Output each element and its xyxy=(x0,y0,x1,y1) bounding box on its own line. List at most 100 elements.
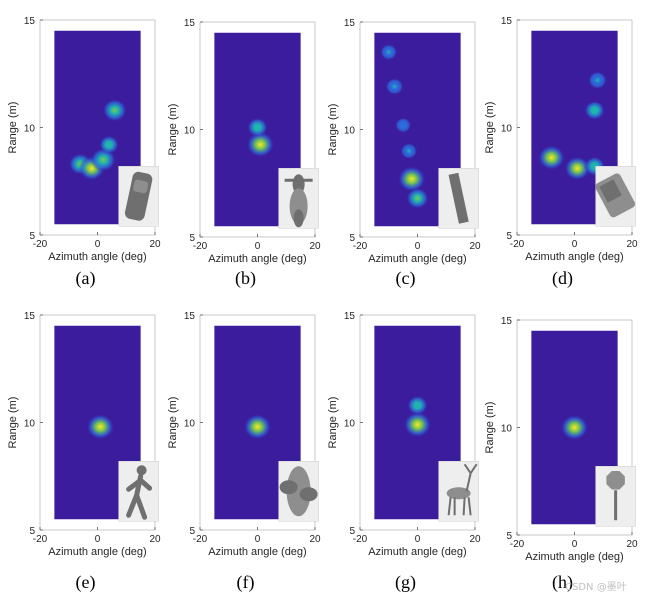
heatmap-blob xyxy=(584,100,606,121)
x-axis-label: Azimuth angle (deg) xyxy=(208,253,306,265)
y-axis-label: Range (m) xyxy=(327,397,339,449)
x-tick-label: 20 xyxy=(626,539,638,550)
y-tick-label: 10 xyxy=(24,419,36,430)
x-axis-label: Azimuth angle (deg) xyxy=(48,546,146,558)
y-tick-label: 15 xyxy=(344,311,356,322)
panel-d: -20 0 20 5 10 15 Azimuth angle (deg) Range (m) (… xyxy=(484,16,638,289)
y-tick-label: 5 xyxy=(189,526,195,537)
panel-caption: (a) xyxy=(76,268,96,289)
y-tick-label: 5 xyxy=(349,233,355,244)
y-axis-label: Range (m) xyxy=(7,102,19,154)
heatmap-blob xyxy=(403,411,432,438)
inset-photo-pole xyxy=(438,168,479,229)
y-tick-label: 10 xyxy=(344,126,356,137)
y-axis-label: Range (m) xyxy=(167,104,179,156)
panel-c: -20 0 20 5 10 15 Azimuth angle (deg) Range (m) (… xyxy=(327,18,481,289)
heatmap-blob xyxy=(102,98,127,122)
heatmap-blob xyxy=(86,413,115,440)
y-tick-label: 15 xyxy=(24,16,36,27)
x-tick-label: -20 xyxy=(353,241,368,252)
heatmap-blob xyxy=(385,77,404,96)
panel-caption: (d) xyxy=(552,268,573,289)
heatmap-blob xyxy=(406,187,429,209)
y-tick-label: 5 xyxy=(506,231,512,242)
inset-photo-truck xyxy=(595,166,636,227)
y-axis-label: Range (m) xyxy=(484,402,496,454)
panel-b: -20 0 20 5 10 15 Azimuth angle (deg) Range (m) (… xyxy=(167,18,321,289)
panel-caption: (b) xyxy=(235,268,256,289)
x-tick-label: 0 xyxy=(572,539,578,550)
panel-caption: (f) xyxy=(237,572,255,593)
x-tick-label: 20 xyxy=(149,534,161,545)
y-tick-label: 10 xyxy=(344,419,356,430)
y-tick-label: 5 xyxy=(189,233,195,244)
heatmap-blob xyxy=(246,131,275,158)
panel-caption: (h) xyxy=(552,572,573,593)
y-axis-label: Range (m) xyxy=(484,102,496,154)
x-tick-label: 20 xyxy=(309,241,321,252)
panel-g: -20 0 20 5 10 15 Azimuth angle (deg) Range (m) (… xyxy=(327,311,481,593)
x-tick-label: -20 xyxy=(33,534,48,545)
x-tick-label: 20 xyxy=(309,534,321,545)
panel-e: -20 0 20 5 10 15 Azimuth angle (deg) Range (m) (… xyxy=(7,311,161,593)
x-axis-label: Azimuth angle (deg) xyxy=(525,251,623,263)
x-tick-label: 0 xyxy=(255,241,261,252)
x-tick-label: -20 xyxy=(193,534,208,545)
x-tick-label: 20 xyxy=(469,534,481,545)
watermark-text: CSDN @墨叶 xyxy=(565,581,627,593)
x-tick-label: -20 xyxy=(353,534,368,545)
heatmap-blob xyxy=(537,145,566,171)
y-tick-label: 15 xyxy=(501,16,513,27)
x-tick-label: 20 xyxy=(626,239,638,250)
x-tick-label: 20 xyxy=(149,239,161,250)
y-tick-label: 15 xyxy=(344,18,356,29)
heatmap-blob xyxy=(407,395,428,416)
panel-f: -20 0 20 5 10 15 Azimuth angle (deg) Range (m) (… xyxy=(167,311,321,593)
heatmap-blob xyxy=(560,414,589,441)
heatmap-blob xyxy=(394,117,412,133)
panel-a: -20 0 20 5 10 15 Azimuth angle (deg) Range (m) (… xyxy=(7,16,161,289)
panel-caption: (e) xyxy=(76,572,96,593)
x-axis-label: Azimuth angle (deg) xyxy=(368,253,466,265)
inset-photo-deer xyxy=(438,461,479,522)
panel-caption: (c) xyxy=(396,268,416,289)
x-axis-label: Azimuth angle (deg) xyxy=(368,546,466,558)
inset-photo-motorcycle xyxy=(278,168,319,229)
x-axis-label: Azimuth angle (deg) xyxy=(48,251,146,263)
y-tick-label: 10 xyxy=(24,124,36,135)
heatmap-blob xyxy=(99,135,119,155)
heatmap-blob xyxy=(588,71,607,90)
heatmap-blob xyxy=(247,117,268,138)
x-tick-label: -20 xyxy=(510,539,525,550)
y-tick-label: 15 xyxy=(184,18,196,29)
heatmap-blob xyxy=(397,165,426,192)
x-tick-label: 20 xyxy=(469,241,481,252)
heatmap-blob xyxy=(400,142,418,160)
y-tick-label: 10 xyxy=(184,126,196,137)
heatmap-blob xyxy=(564,156,591,181)
y-tick-label: 10 xyxy=(501,124,513,135)
y-axis-label: Range (m) xyxy=(7,397,19,449)
x-axis-label: Azimuth angle (deg) xyxy=(525,551,623,563)
panel-caption: (g) xyxy=(395,572,416,593)
inset-photo-stop-sign xyxy=(595,466,636,527)
x-tick-label: -20 xyxy=(510,239,525,250)
x-tick-label: 0 xyxy=(572,239,578,250)
y-axis-label: Range (m) xyxy=(167,397,179,449)
x-tick-label: 0 xyxy=(95,239,101,250)
y-tick-label: 15 xyxy=(24,311,36,322)
y-tick-label: 5 xyxy=(29,526,35,537)
y-tick-label: 10 xyxy=(184,419,196,430)
heatmap-blob xyxy=(243,413,272,440)
x-tick-label: 0 xyxy=(415,241,421,252)
inset-photo-pedestrian xyxy=(118,461,159,522)
panel-h: -20 0 20 5 10 15 Azimuth angle (deg) Range (m) (… xyxy=(484,316,638,593)
y-tick-label: 5 xyxy=(29,231,35,242)
x-axis-label: Azimuth angle (deg) xyxy=(208,546,306,558)
x-tick-label: 0 xyxy=(415,534,421,545)
inset-photo-tumbleweed xyxy=(278,461,319,522)
y-tick-label: 5 xyxy=(349,526,355,537)
y-tick-label: 10 xyxy=(501,424,513,435)
x-tick-label: -20 xyxy=(193,241,208,252)
